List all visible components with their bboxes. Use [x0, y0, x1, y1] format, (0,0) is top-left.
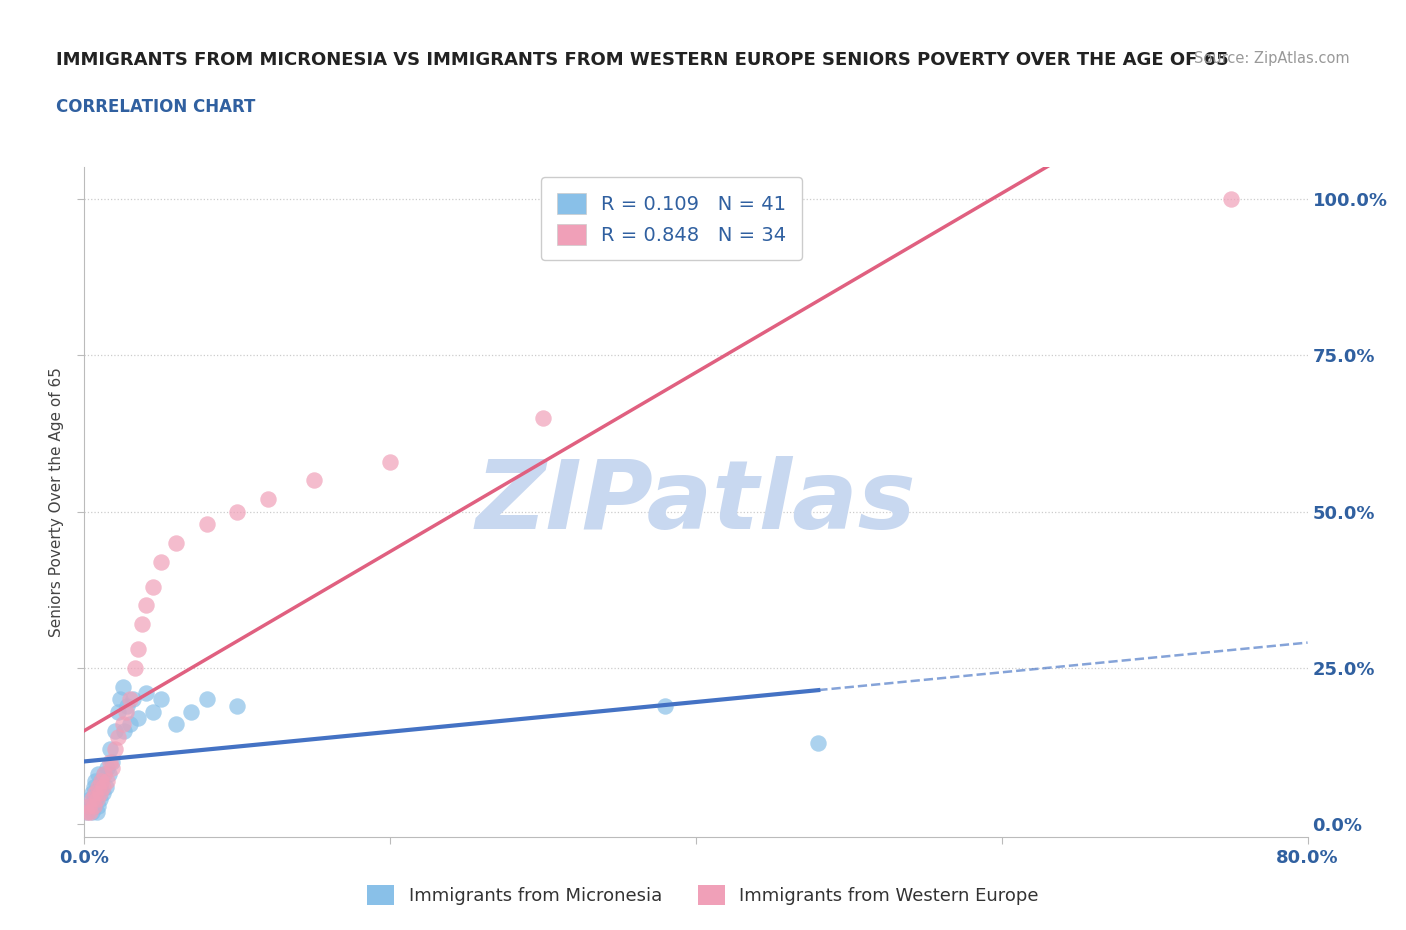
Point: [80, 792, 103, 807]
Point: [107, 704, 129, 719]
Point: [87, 798, 110, 813]
Point: [94, 779, 117, 794]
Point: [120, 692, 142, 707]
Point: [380, 454, 402, 469]
Point: [654, 698, 676, 713]
Point: [87, 779, 110, 794]
Legend: R = 0.109   N = 41, R = 0.848   N = 34: R = 0.109 N = 41, R = 0.848 N = 34: [541, 177, 801, 260]
Point: [120, 717, 142, 732]
Point: [1220, 192, 1243, 206]
Point: [302, 472, 325, 487]
Point: [195, 692, 218, 707]
Point: [226, 698, 249, 713]
Point: [84, 792, 107, 807]
Point: [112, 724, 135, 738]
Point: [531, 410, 554, 425]
Point: [80, 804, 103, 819]
Point: [76, 804, 98, 819]
Point: [91, 779, 114, 794]
Point: [107, 729, 129, 744]
Point: [79, 804, 101, 819]
Point: [165, 536, 187, 551]
Point: [142, 579, 165, 594]
Point: [90, 773, 112, 788]
Point: [124, 660, 146, 675]
Legend: Immigrants from Micronesia, Immigrants from Western Europe: Immigrants from Micronesia, Immigrants f…: [360, 878, 1046, 912]
Point: [108, 692, 131, 707]
Point: [149, 554, 172, 569]
Point: [89, 779, 111, 794]
Point: [98, 742, 121, 757]
Point: [127, 711, 149, 725]
Point: [96, 761, 118, 776]
Point: [77, 798, 100, 813]
Point: [111, 680, 134, 695]
Point: [114, 704, 136, 719]
Point: [89, 786, 111, 801]
Point: [104, 742, 127, 757]
Point: [111, 717, 134, 732]
Point: [91, 786, 114, 801]
Point: [127, 642, 149, 657]
Point: [115, 698, 138, 713]
Point: [122, 692, 145, 707]
Point: [83, 779, 105, 794]
Point: [165, 717, 187, 732]
Point: [96, 773, 118, 788]
Point: [86, 792, 108, 807]
Point: [257, 492, 280, 507]
Point: [104, 724, 127, 738]
Point: [77, 798, 100, 813]
Point: [135, 598, 157, 613]
Point: [807, 736, 830, 751]
Text: CORRELATION CHART: CORRELATION CHART: [56, 98, 256, 115]
Point: [101, 761, 124, 776]
Point: [84, 773, 107, 788]
Text: IMMIGRANTS FROM MICRONESIA VS IMMIGRANTS FROM WESTERN EUROPE SENIORS POVERTY OVE: IMMIGRANTS FROM MICRONESIA VS IMMIGRANTS…: [56, 51, 1229, 69]
Point: [149, 692, 172, 707]
Point: [83, 798, 105, 813]
Text: ZIPatlas: ZIPatlas: [475, 456, 917, 549]
Point: [90, 773, 112, 788]
Point: [226, 504, 249, 519]
Point: [98, 754, 121, 769]
Point: [84, 786, 107, 801]
Point: [86, 786, 108, 801]
Y-axis label: Seniors Poverty Over the Age of 65: Seniors Poverty Over the Age of 65: [49, 367, 65, 637]
Point: [87, 767, 110, 782]
Point: [89, 792, 111, 807]
Point: [83, 798, 105, 813]
Point: [93, 767, 115, 782]
Point: [101, 754, 124, 769]
Point: [180, 704, 202, 719]
Point: [142, 704, 165, 719]
Point: [80, 786, 103, 801]
Point: [76, 804, 98, 819]
Point: [131, 617, 153, 631]
Point: [79, 792, 101, 807]
Point: [86, 804, 108, 819]
Text: Source: ZipAtlas.com: Source: ZipAtlas.com: [1194, 51, 1350, 66]
Point: [93, 767, 115, 782]
Point: [97, 767, 120, 782]
Point: [135, 685, 157, 700]
Point: [195, 517, 218, 532]
